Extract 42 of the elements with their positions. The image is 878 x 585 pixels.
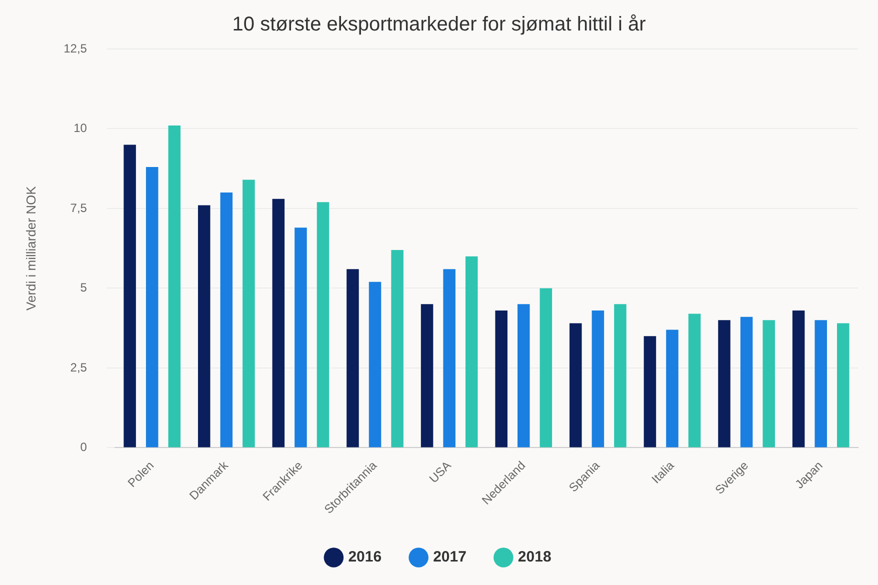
bar [688, 314, 701, 448]
bar [518, 304, 530, 448]
legend-label: 2018 [518, 548, 552, 566]
bar [420, 304, 434, 448]
y-axis-title: Verdi i milliarder NOK [23, 186, 38, 310]
y-tick-label: 2,5 [70, 360, 88, 374]
bar [316, 202, 330, 448]
bar [146, 167, 158, 448]
bar [220, 192, 233, 448]
bar [124, 144, 136, 448]
bar [242, 180, 255, 448]
bar [614, 304, 626, 448]
bar [792, 310, 805, 448]
bar [666, 330, 678, 448]
y-tick-label: 10 [74, 121, 88, 136]
bar [570, 323, 582, 448]
bar [644, 336, 656, 448]
chart-title: 10 største eksportmarkeder for sjømat hittil i år [232, 14, 646, 36]
bar [272, 198, 285, 448]
y-tick-label: 5 [80, 280, 88, 295]
bar [346, 269, 359, 448]
bar [465, 256, 478, 448]
bar [368, 282, 382, 448]
bar [592, 310, 604, 448]
bar [814, 320, 827, 448]
bar [718, 320, 730, 448]
y-tick-label: 12,5 [64, 41, 88, 56]
x-tick-label: USA [426, 458, 454, 486]
bar [837, 323, 850, 448]
y-tick-label: 7,5 [70, 200, 88, 215]
bar [168, 126, 181, 448]
legend-label: 2016 [348, 548, 382, 566]
bar [443, 269, 456, 448]
bar [198, 205, 210, 448]
bar [495, 310, 508, 448]
bar [391, 250, 404, 448]
bar [740, 316, 753, 448]
y-tick-label: 0 [80, 440, 88, 454]
bar [294, 228, 307, 448]
bar [762, 320, 775, 448]
legend-label: 2017 [433, 548, 466, 566]
bar [540, 288, 552, 448]
